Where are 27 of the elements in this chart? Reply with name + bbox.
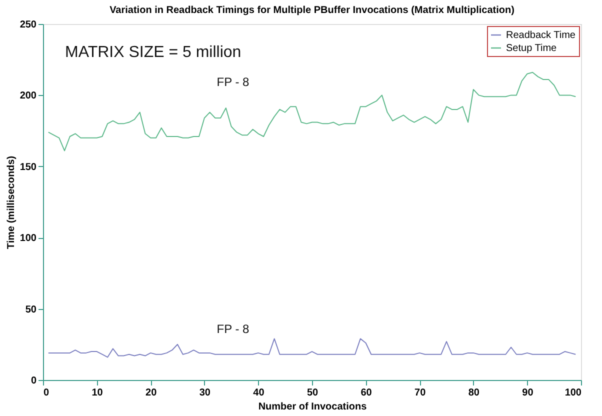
x-tick-label: 0	[44, 388, 50, 398]
y-tick-label: 100	[20, 233, 37, 244]
x-tick-label: 20	[146, 388, 158, 398]
y-tick-label: 0	[30, 376, 37, 386]
annotation: FP - 8	[216, 75, 250, 89]
x-tick-label: 40	[253, 388, 265, 398]
legend-label: Readback Time	[506, 30, 576, 41]
chart-title: Variation in Readback Timings for Multiple PBuffer Invocations (Matrix Multiplication)	[110, 5, 514, 16]
line-series	[48, 338, 576, 358]
x-tick-label: 80	[468, 388, 480, 398]
y-tick-label: 200	[20, 90, 37, 102]
x-tick-label: 100	[564, 388, 582, 398]
annotation: FP - 8	[216, 322, 250, 336]
x-tick-label: 30	[199, 388, 211, 398]
x-axis-title: Number of Invocations	[258, 402, 368, 412]
legend-label: Setup Time	[506, 43, 558, 54]
y-tick-label: 150	[20, 162, 37, 173]
y-tick-label: 250	[20, 20, 37, 30]
x-tick-label: 50	[306, 388, 318, 398]
x-tick-label: 60	[360, 388, 372, 398]
y-axis-title: Time (milliseconds)	[6, 156, 17, 250]
x-tick-label: 10	[92, 388, 104, 398]
annotation: MATRIX SIZE = 5 million	[65, 44, 242, 61]
x-tick-label: 90	[522, 388, 534, 398]
y-tick-label: 50	[25, 304, 37, 316]
line-series	[48, 72, 576, 152]
x-tick-label: 70	[414, 388, 426, 398]
